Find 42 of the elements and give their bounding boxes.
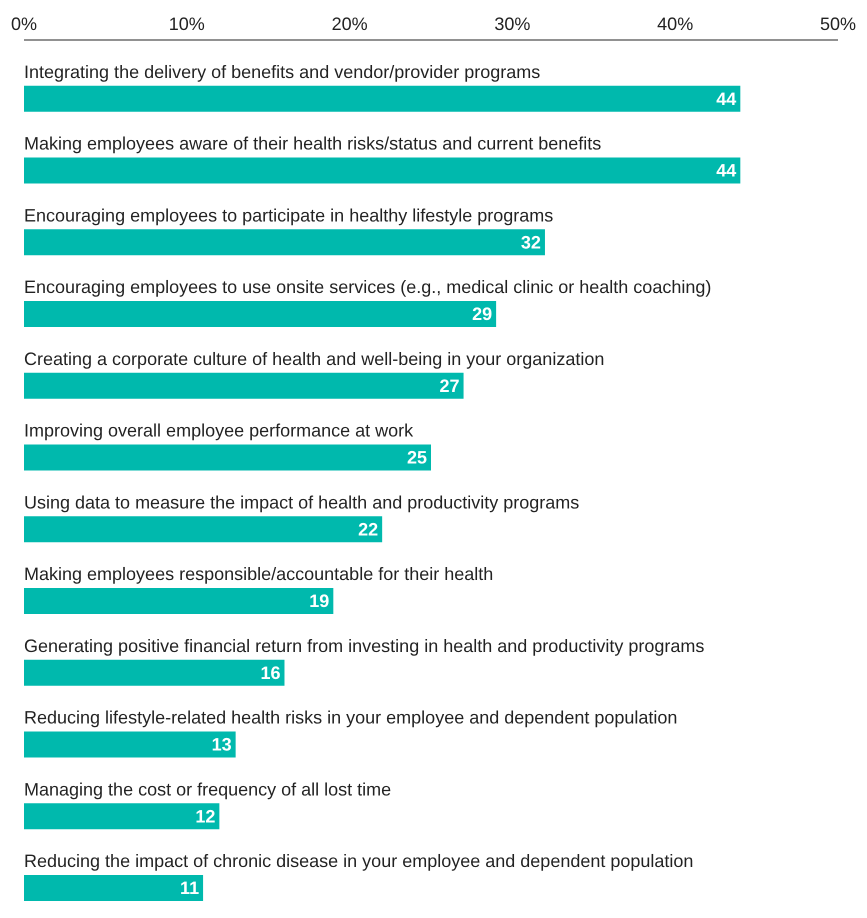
x-tick-label: 50% xyxy=(820,14,856,34)
data-label: 12 xyxy=(195,806,216,826)
data-label: 25 xyxy=(406,448,427,468)
bar xyxy=(24,444,431,470)
y-tick-label: Making employees aware of their health risks/status and current benefits xyxy=(24,134,602,154)
bar xyxy=(24,732,236,758)
x-tick-label: 40% xyxy=(657,14,694,34)
bar xyxy=(24,229,545,256)
x-tick-label: 30% xyxy=(494,14,530,34)
bar xyxy=(24,660,284,686)
data-label: 11 xyxy=(180,878,200,898)
bar xyxy=(24,588,334,614)
x-tick-label: 20% xyxy=(332,14,368,34)
y-tick-label: Using data to measure the impact of health and productivity programs xyxy=(24,492,580,512)
y-tick-label: Making employees responsible/accountable for their health xyxy=(24,564,494,584)
bar xyxy=(24,875,204,901)
data-label: 19 xyxy=(309,591,330,611)
data-label: 44 xyxy=(716,160,736,180)
data-label: 29 xyxy=(472,304,492,324)
bar xyxy=(24,516,382,542)
y-tick-label: Reducing lifestyle-related health risks in your employee and dependent population xyxy=(24,708,678,728)
y-tick-label: Managing the cost or frequency of all lost time xyxy=(24,779,392,800)
data-label: 44 xyxy=(716,88,736,109)
y-tick-label: Encouraging employees to use onsite services (e.g., medical clinic or health coaching) xyxy=(24,277,712,297)
bar xyxy=(24,301,496,327)
data-label: 27 xyxy=(440,376,460,396)
bar xyxy=(24,803,220,830)
y-tick-label: Generating positive financial return from investing in health and productivity programs xyxy=(24,636,704,656)
y-tick-label: Creating a corporate culture of health and well-being in your organization xyxy=(24,348,604,369)
data-label: 16 xyxy=(260,662,280,683)
data-label: 13 xyxy=(212,734,232,754)
bar xyxy=(24,372,464,399)
x-tick-label: 0% xyxy=(10,14,38,34)
data-label: 32 xyxy=(520,232,541,252)
y-tick-label: Integrating the delivery of benefits and vendor/provider programs xyxy=(24,62,540,82)
y-tick-label: Reducing the impact of chronic disease in your employee and dependent population xyxy=(24,851,694,871)
bar xyxy=(24,158,740,184)
x-tick-label: 10% xyxy=(168,14,205,34)
y-tick-label: Improving overall employee performance at work xyxy=(24,420,414,440)
data-label: 22 xyxy=(358,519,378,540)
bar xyxy=(24,86,740,112)
y-tick-label: Encouraging employees to participate in healthy lifestyle programs xyxy=(24,205,554,226)
